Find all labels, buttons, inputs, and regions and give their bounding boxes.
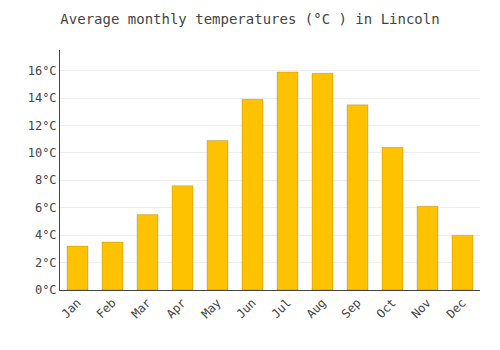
svg-text:Average monthly temperatures (: Average monthly temperatures (°C ) in Li… [60,11,439,27]
svg-text:Apr: Apr [164,296,189,321]
svg-text:8°C: 8°C [35,173,57,187]
svg-text:Oct: Oct [374,296,399,321]
svg-text:2°C: 2°C [35,256,57,270]
svg-text:May: May [199,296,224,321]
svg-text:Feb: Feb [94,296,119,321]
svg-text:Aug: Aug [304,296,329,321]
svg-text:16°C: 16°C [28,64,57,78]
svg-text:14°C: 14°C [28,91,57,105]
svg-text:10°C: 10°C [28,146,57,160]
svg-text:Dec: Dec [444,296,469,321]
svg-text:Mar: Mar [129,296,154,321]
svg-text:Sep: Sep [339,296,364,321]
svg-text:6°C: 6°C [35,201,57,215]
svg-text:4°C: 4°C [35,228,57,242]
svg-text:12°C: 12°C [28,119,57,133]
svg-text:Nov: Nov [409,296,434,321]
svg-text:Jul: Jul [269,296,294,321]
svg-text:Jun: Jun [234,296,259,321]
svg-text:Jan: Jan [59,296,84,321]
svg-text:0°C: 0°C [35,283,57,297]
